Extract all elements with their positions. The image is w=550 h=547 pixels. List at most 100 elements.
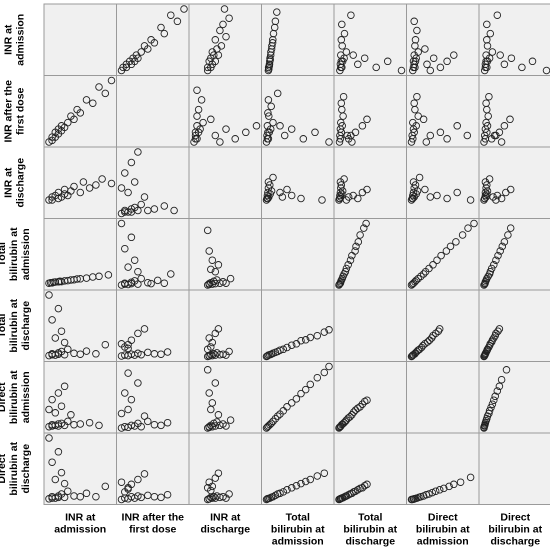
point [144, 278, 152, 287]
point [140, 42, 149, 50]
point [92, 181, 100, 189]
panel-r7-c1 [43, 432, 117, 505]
point [95, 83, 103, 91]
point [464, 224, 472, 232]
point [346, 256, 355, 264]
point [426, 131, 435, 140]
point [225, 347, 233, 356]
point [268, 39, 277, 47]
point [363, 480, 371, 489]
point [127, 158, 136, 167]
point [57, 327, 66, 335]
point [496, 51, 504, 59]
point [147, 279, 155, 288]
point [45, 405, 53, 414]
row-label: Totalbilirubin atadmission [0, 227, 32, 281]
point [351, 128, 360, 137]
point [82, 347, 91, 355]
point [231, 135, 239, 143]
point [262, 495, 271, 504]
point [173, 17, 182, 26]
point [440, 484, 448, 493]
point [222, 32, 230, 41]
point [134, 206, 142, 215]
point [95, 272, 103, 281]
point [283, 343, 291, 352]
point [456, 478, 465, 486]
point [216, 138, 224, 146]
point [64, 487, 72, 495]
point [453, 188, 461, 197]
point [89, 99, 97, 107]
point [320, 368, 329, 377]
point [265, 112, 273, 120]
point [483, 36, 491, 44]
point [127, 336, 136, 344]
row-label: Totalbilirubin atdischarge [0, 298, 32, 352]
panel-r3-c5 [333, 146, 407, 219]
point [264, 178, 273, 186]
point [349, 51, 357, 59]
row-label: INR atadmission [3, 14, 27, 66]
point [325, 362, 333, 371]
point [485, 92, 493, 101]
point [429, 261, 437, 269]
point [124, 344, 132, 353]
point [497, 375, 506, 384]
point [267, 350, 275, 358]
point [360, 54, 369, 62]
point [269, 173, 277, 182]
point [428, 488, 437, 497]
point [267, 102, 275, 111]
point [287, 191, 296, 200]
point [320, 328, 329, 336]
point [264, 188, 272, 197]
point [342, 264, 351, 273]
point [205, 247, 213, 255]
point [292, 395, 301, 403]
point [130, 256, 139, 264]
point [506, 185, 515, 194]
point [60, 479, 69, 488]
point [498, 242, 507, 251]
row-label: INR after thefirst dose [3, 80, 27, 143]
point [276, 188, 284, 197]
point [51, 475, 60, 484]
panel-r1-c5 [333, 3, 407, 76]
point [193, 122, 201, 130]
point [134, 148, 142, 156]
point [482, 118, 490, 127]
point [107, 76, 116, 85]
point [287, 399, 296, 407]
point [92, 492, 100, 501]
point [271, 414, 280, 423]
point [51, 334, 60, 342]
panel-r4-c2 [116, 218, 190, 291]
point [481, 188, 490, 197]
point [276, 346, 284, 354]
point [450, 480, 458, 489]
point [409, 191, 417, 200]
point [335, 194, 344, 203]
point [160, 29, 169, 38]
point [494, 327, 502, 335]
panel-r5-c1 [43, 289, 117, 362]
point [337, 276, 346, 285]
point [211, 494, 220, 502]
point [208, 422, 217, 431]
point [76, 420, 85, 428]
point [134, 267, 142, 276]
point [124, 484, 132, 492]
point [340, 418, 348, 427]
point [208, 256, 217, 264]
panel-r1-c1 [43, 3, 117, 76]
point [431, 487, 440, 495]
point [92, 350, 100, 358]
point [325, 326, 333, 334]
point [283, 486, 291, 494]
point [280, 131, 289, 140]
point [271, 491, 280, 500]
point [60, 493, 69, 502]
point [205, 389, 213, 397]
point [433, 256, 441, 264]
